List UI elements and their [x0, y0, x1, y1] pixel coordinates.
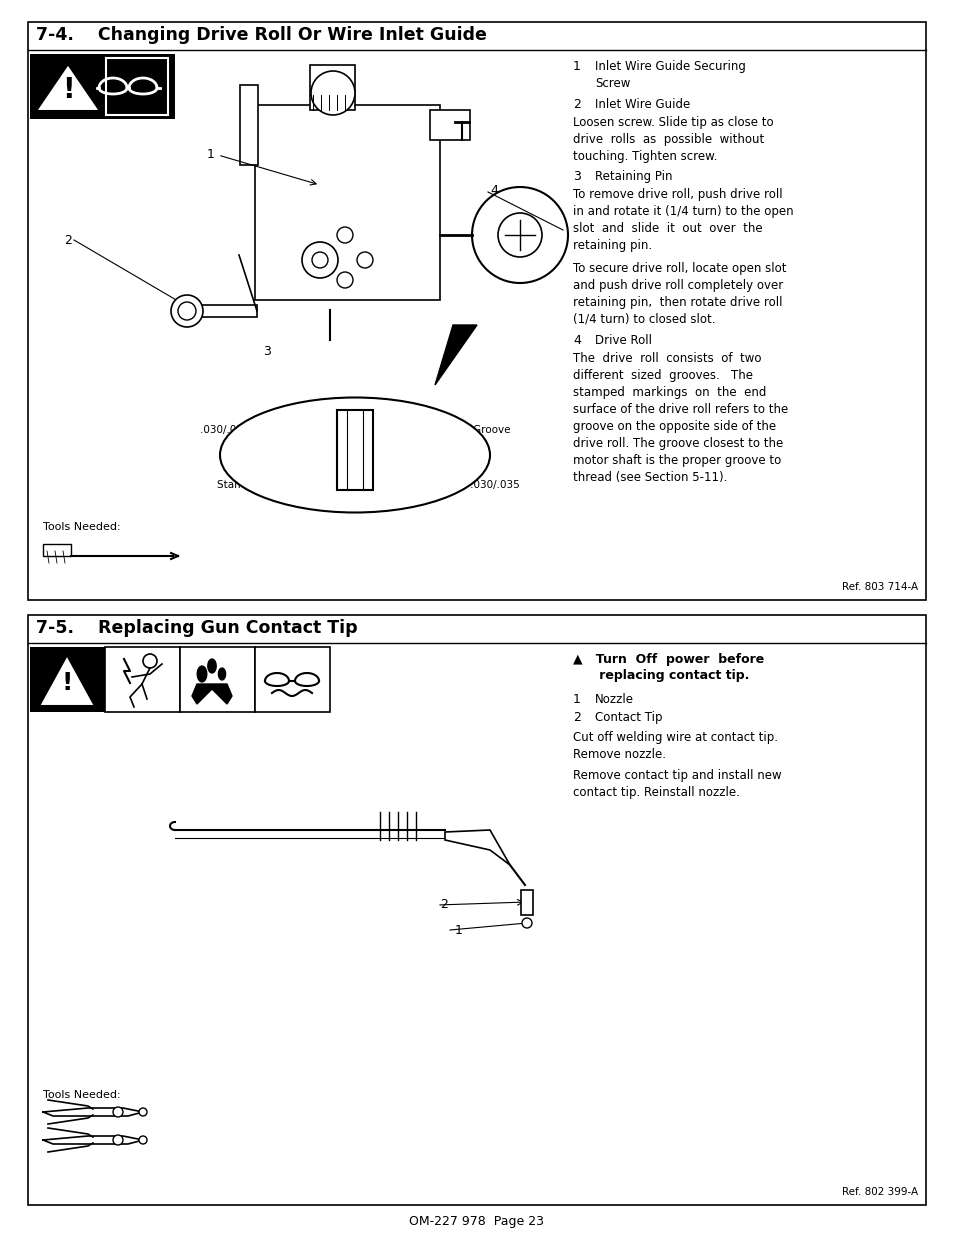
Bar — [43, 543, 71, 556]
Text: 3: 3 — [263, 345, 271, 358]
Circle shape — [311, 70, 355, 115]
Bar — [28, 615, 925, 1205]
Text: Tools Needed:: Tools Needed: — [43, 1091, 120, 1100]
Text: Drive Roll: Drive Roll — [595, 333, 651, 347]
Bar — [336, 410, 373, 490]
Circle shape — [336, 227, 353, 243]
Polygon shape — [435, 325, 476, 385]
Circle shape — [497, 212, 541, 257]
Text: 2: 2 — [439, 899, 447, 911]
Text: 7-5.    Replacing Gun Contact Tip: 7-5. Replacing Gun Contact Tip — [36, 619, 357, 637]
Text: !: ! — [61, 671, 72, 695]
Text: Inlet Wire Guide Securing
Screw: Inlet Wire Guide Securing Screw — [595, 61, 745, 90]
Text: 7-4.    Changing Drive Roll Or Wire Inlet Guide: 7-4. Changing Drive Roll Or Wire Inlet G… — [36, 26, 486, 44]
Text: 1: 1 — [207, 148, 214, 162]
Text: replacing contact tip.: replacing contact tip. — [573, 669, 749, 682]
Circle shape — [302, 242, 337, 278]
Bar — [430, 110, 470, 140]
Circle shape — [178, 303, 195, 320]
Circle shape — [171, 295, 203, 327]
Text: 1: 1 — [455, 924, 462, 936]
Polygon shape — [36, 64, 100, 111]
Text: Stamped .024: Stamped .024 — [216, 480, 290, 490]
Ellipse shape — [220, 398, 490, 513]
Circle shape — [521, 918, 532, 927]
Bar — [28, 22, 925, 600]
Circle shape — [312, 252, 328, 268]
Bar — [240, 85, 257, 165]
Text: .030/.035 Groove: .030/.035 Groove — [199, 425, 290, 435]
Circle shape — [139, 1136, 147, 1144]
Circle shape — [112, 1107, 123, 1116]
Bar — [30, 647, 105, 713]
Text: 2: 2 — [573, 711, 580, 724]
Text: 4: 4 — [490, 184, 497, 196]
Text: ▲   Turn  Off  power  before: ▲ Turn Off power before — [573, 653, 763, 666]
Text: Inlet Wire Guide: Inlet Wire Guide — [595, 98, 690, 111]
Bar — [520, 890, 533, 915]
Bar — [180, 647, 254, 713]
Circle shape — [112, 1135, 123, 1145]
Bar — [310, 65, 355, 110]
Text: Ref. 803 714-A: Ref. 803 714-A — [841, 582, 917, 592]
Text: .023/.025 Groove: .023/.025 Groove — [419, 425, 510, 435]
Text: The  drive  roll  consists  of  two
different  sized  grooves.   The
stamped  ma: The drive roll consists of two different… — [573, 352, 787, 484]
Text: 1: 1 — [573, 693, 580, 706]
Text: Remove contact tip and install new
contact tip. Reinstall nozzle.: Remove contact tip and install new conta… — [573, 769, 781, 799]
Polygon shape — [218, 668, 225, 680]
Bar — [106, 58, 168, 115]
Polygon shape — [197, 666, 207, 682]
Polygon shape — [39, 655, 95, 706]
Bar — [30, 54, 174, 119]
Text: !: ! — [62, 77, 74, 104]
Text: To secure drive roll, locate open slot
and push drive roll completely over
retai: To secure drive roll, locate open slot a… — [573, 262, 785, 326]
Text: 4: 4 — [573, 333, 580, 347]
Text: Ref. 802 399-A: Ref. 802 399-A — [841, 1187, 917, 1197]
Text: Nozzle: Nozzle — [595, 693, 634, 706]
Bar — [254, 105, 439, 300]
Text: Stamped .030/.035: Stamped .030/.035 — [419, 480, 519, 490]
Circle shape — [139, 1108, 147, 1116]
Text: OM-227 978  Page 23: OM-227 978 Page 23 — [409, 1215, 544, 1228]
Bar — [187, 305, 256, 317]
Bar — [105, 647, 180, 713]
Text: To remove drive roll, push drive roll
in and rotate it (1/4 turn) to the open
sl: To remove drive roll, push drive roll in… — [573, 188, 793, 252]
Text: 2: 2 — [64, 233, 71, 247]
Circle shape — [336, 272, 353, 288]
Circle shape — [356, 252, 373, 268]
Text: Tools Needed:: Tools Needed: — [43, 522, 120, 532]
Text: 1: 1 — [573, 61, 580, 73]
Text: Loosen screw. Slide tip as close to
drive  rolls  as  possible  without
touching: Loosen screw. Slide tip as close to driv… — [573, 116, 773, 163]
Text: Contact Tip: Contact Tip — [595, 711, 661, 724]
Polygon shape — [192, 684, 232, 704]
Circle shape — [472, 186, 567, 283]
Polygon shape — [208, 659, 216, 673]
Polygon shape — [444, 830, 510, 864]
Bar — [254, 647, 330, 713]
Text: 3: 3 — [573, 170, 580, 183]
Text: Retaining Pin: Retaining Pin — [595, 170, 672, 183]
Text: Cut off welding wire at contact tip.
Remove nozzle.: Cut off welding wire at contact tip. Rem… — [573, 731, 778, 761]
Text: 2: 2 — [573, 98, 580, 111]
